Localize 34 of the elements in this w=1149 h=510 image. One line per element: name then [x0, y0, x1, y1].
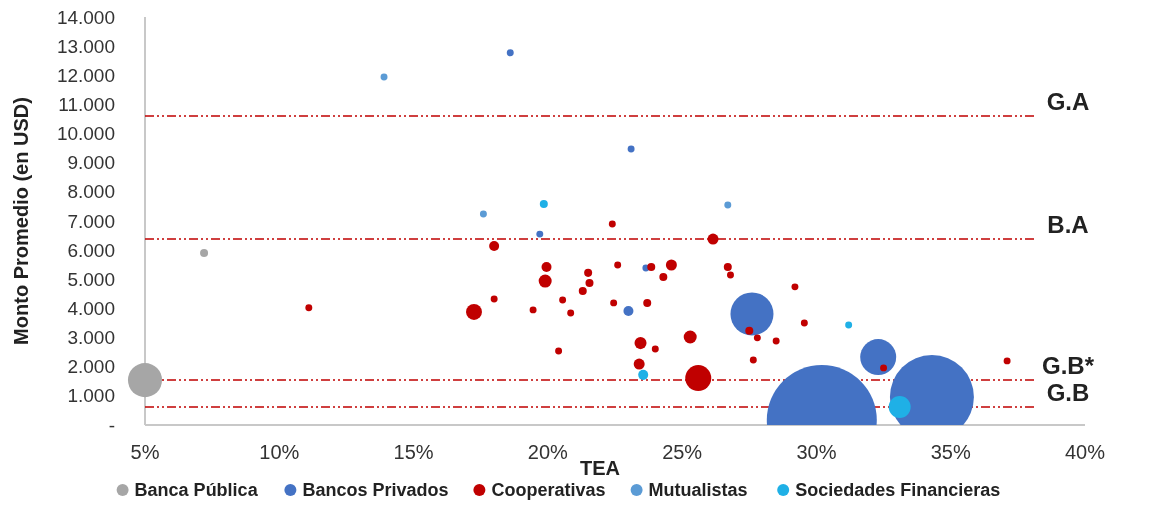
legend-label: Sociedades Financieras	[795, 480, 1001, 500]
y-axis-title: Monto Promedio (en USD)	[10, 97, 32, 345]
legend-label: Bancos Privados	[302, 480, 449, 500]
y-tick-label: 12.000	[56, 64, 115, 86]
ref-line-label: G.B	[1046, 378, 1090, 406]
legend-label: Cooperativas	[491, 480, 606, 500]
y-tick-label: 3.000	[67, 327, 115, 349]
y-tick-label: 11.000	[58, 93, 115, 115]
y-tick-label: 13.000	[56, 35, 115, 57]
y-tick-label: 10.000	[56, 123, 115, 145]
y-tick-label: 9.000	[67, 152, 115, 174]
legend-label: Banca Pública	[134, 480, 259, 500]
legend-label: Mutualistas	[648, 480, 748, 500]
y-tick-label: -	[108, 414, 115, 436]
x-tick-label: 10%	[259, 441, 300, 463]
x-tick-label: 30%	[796, 441, 837, 463]
y-tick-label: 5.000	[67, 268, 115, 290]
y-tick-label: 1.000	[67, 385, 115, 407]
x-tick-label: 5%	[130, 441, 160, 463]
x-tick-label: 35%	[930, 441, 971, 463]
y-tick-label: 7.000	[67, 210, 115, 232]
ref-line-label: G.A	[1046, 88, 1090, 116]
x-tick-label: 40%	[1064, 441, 1106, 463]
x-axis-title: TEA	[580, 457, 620, 479]
ref-line-label: G.B*	[1041, 351, 1095, 379]
y-tick-label: 6.000	[67, 239, 115, 261]
y-tick-label: 2.000	[67, 356, 115, 378]
x-tick-label: 20%	[527, 441, 569, 463]
x-tick-label: 25%	[662, 441, 703, 463]
ref-line-label: B.A	[1047, 211, 1089, 239]
y-tick-label: 8.000	[67, 181, 115, 203]
y-tick-label: 4.000	[67, 297, 115, 319]
x-tick-label: 15%	[393, 441, 434, 463]
y-tick-label: 14.000	[56, 6, 115, 28]
